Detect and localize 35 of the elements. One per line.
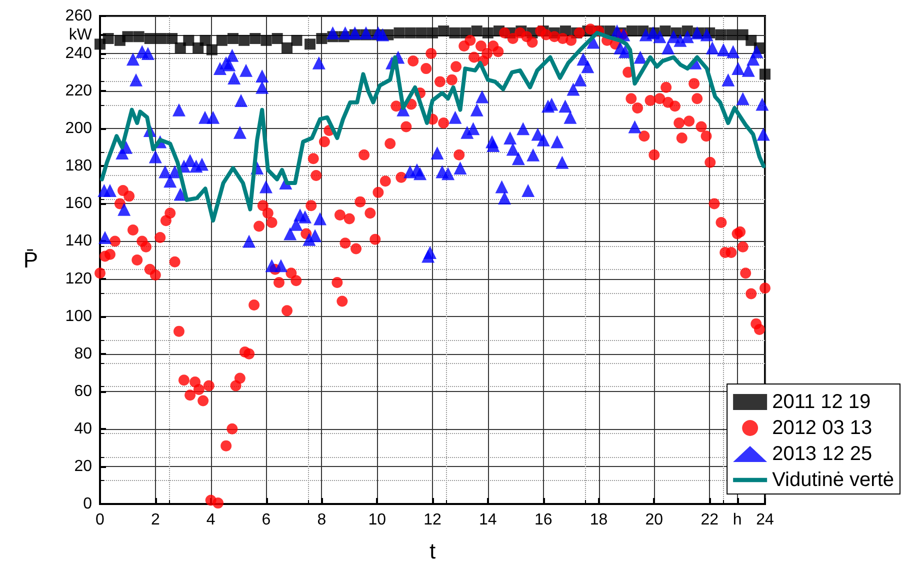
y-tick-label: 40 bbox=[74, 420, 92, 438]
x-tick-label: 10 bbox=[368, 512, 386, 528]
x-tick-label: h bbox=[732, 512, 742, 528]
y-tick-label: 160 bbox=[65, 195, 92, 212]
x-tick-label: 12 bbox=[424, 512, 442, 528]
y-tick-label: 200 bbox=[65, 120, 92, 138]
y-tick-label: 180 bbox=[65, 158, 92, 175]
y-tick-label: kW bbox=[68, 26, 93, 44]
y-tick-label: 220 bbox=[65, 82, 92, 100]
y-axis-title: P̄ bbox=[23, 248, 38, 272]
y-tick-label: 60 bbox=[74, 382, 92, 400]
x-tick-label: 0 bbox=[96, 512, 105, 528]
x-tick-label: 14 bbox=[479, 512, 497, 528]
y-tick-label: 20 bbox=[74, 458, 92, 475]
y-tick-label: 0 bbox=[83, 496, 92, 512]
x-tick-label: 22 bbox=[700, 512, 719, 528]
legend-label: 2011 12 19 bbox=[772, 391, 871, 413]
y-tick-label: 120 bbox=[65, 270, 92, 288]
legend-label: Vidutinė vertė bbox=[772, 469, 894, 491]
legend-label: 2012 03 13 bbox=[772, 417, 872, 439]
x-tick-label: 2 bbox=[150, 512, 160, 528]
x-axis-title: t bbox=[429, 538, 436, 564]
legend-label: 2013 12 25 bbox=[772, 443, 872, 465]
y-tick-label: 80 bbox=[74, 345, 92, 362]
x-tick-label: 4 bbox=[206, 512, 216, 528]
x-tick-label: 18 bbox=[590, 512, 608, 528]
y-tick-label: 240 bbox=[65, 45, 92, 62]
y-tick-label: 100 bbox=[65, 308, 92, 325]
x-tick-label: 16 bbox=[534, 512, 552, 528]
x-tick-label: 20 bbox=[645, 512, 664, 528]
y-tick-label: 140 bbox=[65, 232, 92, 250]
y-tick-label: 260 bbox=[65, 8, 92, 24]
x-tick-label: 24 bbox=[756, 512, 774, 528]
x-tick-label: 8 bbox=[317, 512, 326, 528]
x-tick-label: 6 bbox=[262, 512, 271, 528]
